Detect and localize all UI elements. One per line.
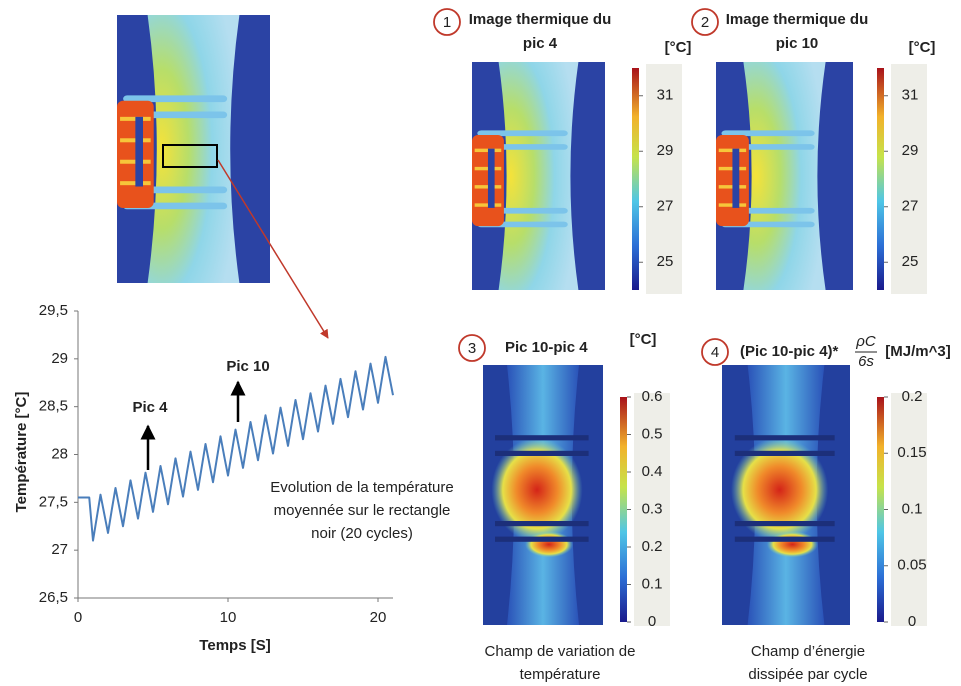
colorbar-tick-label: 0.3 (642, 500, 663, 517)
grip-inner (135, 116, 144, 187)
coil (495, 536, 589, 542)
colorbar-tick-label: 31 (657, 87, 674, 104)
coil (495, 435, 589, 441)
panel-title: pic 4 (523, 35, 558, 52)
x-tick-label: 10 (220, 609, 237, 626)
colorbar-tick-label: 25 (657, 253, 674, 270)
colorbar-tick-label: 0.1 (642, 575, 663, 592)
y-axis-label: Température [°C] (13, 392, 30, 513)
coil (495, 450, 589, 456)
panel-title: (Pic 10-pic 4)* (740, 343, 839, 360)
coil (495, 521, 589, 527)
panel-number-circle (701, 338, 729, 366)
unit: [MJ/m^3] (885, 343, 950, 360)
colorbar-tick-label: 27 (902, 198, 919, 215)
colorbar-tick-label: 0.2 (902, 388, 923, 405)
colorbar-label-bg (634, 393, 670, 626)
coil (123, 95, 228, 103)
coil (721, 130, 815, 137)
colorbar-label-bg (891, 64, 927, 294)
panel-number-circle (433, 8, 461, 36)
panel-number: 1 (443, 14, 451, 31)
colorbar-tick-label: 0.6 (642, 388, 663, 405)
coil (734, 521, 835, 527)
unit: [°C] (630, 331, 657, 348)
y-tick-label: 29,5 (39, 302, 68, 319)
heat-blob (491, 437, 583, 542)
unit: [°C] (665, 39, 692, 56)
y-tick-label: 27,5 (39, 493, 68, 510)
panel-number: 4 (711, 344, 719, 361)
colorbar (632, 68, 639, 290)
y-tick-label: 27 (51, 541, 68, 558)
coil (734, 536, 835, 542)
panel-title: pic 10 (776, 35, 819, 52)
grip-inner (487, 148, 495, 208)
pointer-arrow (217, 159, 329, 339)
colorbar-tick-label: 0.1 (902, 500, 923, 517)
panel-caption: Champ d’énergie (751, 643, 865, 660)
formula-denominator: 6s (858, 353, 874, 370)
note: Pic 4 (132, 399, 168, 416)
colorbar (877, 397, 884, 622)
panel-caption: température (520, 666, 601, 683)
coil (734, 435, 835, 441)
formula-numerator: ρC (855, 333, 876, 350)
colorbar-label-bg (646, 64, 682, 294)
panel-number: 3 (468, 340, 476, 357)
coil (477, 130, 568, 137)
heat-blob (730, 437, 829, 542)
colorbar-tick-label: 29 (902, 142, 919, 159)
y-tick-label: 29 (51, 350, 68, 367)
colorbar-tick-label: 25 (902, 253, 919, 270)
colorbar-label-bg (891, 393, 927, 626)
note: Pic 10 (226, 358, 269, 375)
panel-caption: dissipée par cycle (748, 666, 867, 683)
thermal-images (117, 15, 853, 625)
colorbar (877, 68, 884, 290)
line-series (78, 355, 394, 542)
y-tick-label: 28 (51, 445, 68, 462)
colorbar-tick-label: 0.5 (642, 425, 663, 442)
roi-rectangle (162, 144, 218, 168)
colorbar-tick-label: 0 (648, 613, 656, 630)
heat-blob (525, 531, 573, 558)
panel-number-circle (458, 334, 486, 362)
x-tick-label: 20 (370, 609, 387, 626)
panel-title: Pic 10-pic 4 (505, 339, 588, 356)
panel-number: 2 (701, 14, 709, 31)
colorbar-tick-label: 31 (902, 87, 919, 104)
x-tick-label: 0 (74, 609, 82, 626)
x-axis-label: Temps [S] (199, 637, 270, 654)
colorbar (620, 397, 627, 622)
colorbar-tick-label: 0.2 (642, 538, 663, 555)
coil (734, 450, 835, 456)
colorbar-tick-label: 0.05 (897, 557, 926, 574)
panel-title: Image thermique du (726, 11, 869, 28)
caption: Evolution de la température (270, 479, 453, 496)
caption: moyennée sur le rectangle (274, 502, 451, 519)
colorbar-tick-label: 0.4 (642, 463, 663, 480)
colorbar-tick-label: 0 (908, 613, 916, 630)
specimen (743, 62, 826, 290)
panel-number-circle (691, 8, 719, 36)
caption: noir (20 cycles) (311, 525, 413, 542)
grip-inner (732, 148, 740, 208)
heat-blob (766, 531, 819, 558)
panel-title: Image thermique du (469, 11, 612, 28)
y-tick-label: 26,5 (39, 589, 68, 606)
panel-caption: Champ de variation de (485, 643, 636, 660)
y-tick-label: 28,5 (39, 398, 68, 415)
colorbar-tick-label: 0.15 (897, 444, 926, 461)
specimen (147, 15, 240, 283)
colorbar-tick-label: 29 (657, 142, 674, 159)
specimen (498, 62, 579, 290)
unit: [°C] (909, 39, 936, 56)
colorbar-tick-label: 27 (657, 198, 674, 215)
